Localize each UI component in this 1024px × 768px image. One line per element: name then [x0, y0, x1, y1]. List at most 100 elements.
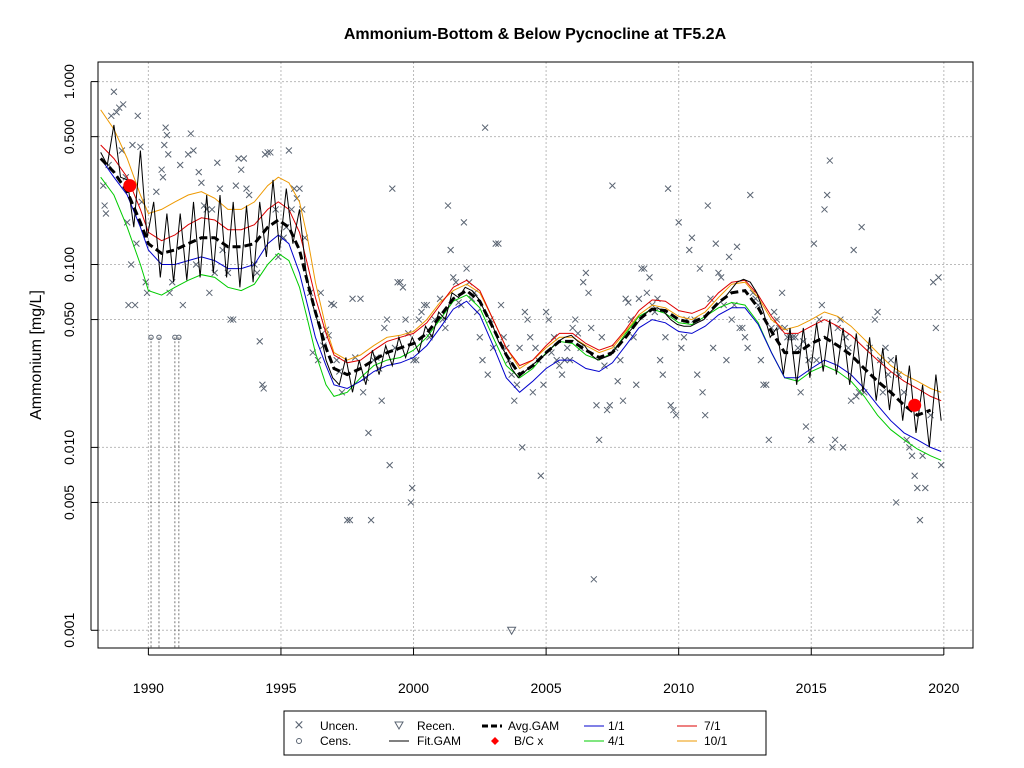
legend-cross-icon: ×: [294, 718, 305, 733]
uncensored-point: [137, 143, 144, 151]
uncensored-point: [728, 316, 736, 323]
uncensored-point: [709, 344, 717, 352]
uncensored-point: [125, 301, 132, 309]
uncensored-point: [343, 516, 351, 524]
uncensored-point: [736, 324, 744, 332]
uncensored-point: [937, 461, 945, 469]
y-axis-label: Ammonium [mg/L]: [28, 290, 45, 420]
uncensored-point: [850, 246, 858, 254]
uncensored-point: [579, 278, 587, 286]
uncensored-point: [516, 344, 523, 352]
uncensored-point: [810, 240, 818, 248]
uncensored-point: [606, 401, 614, 409]
uncensored-point: [569, 324, 576, 332]
uncensored-point: [415, 316, 423, 323]
legend-label-recen: Recen.: [417, 719, 455, 733]
uncensored-point: [855, 388, 863, 396]
uncensored-point: [699, 388, 706, 396]
uncensored-point: [285, 147, 293, 154]
uncensored-point: [198, 179, 205, 187]
uncensored-point: [879, 388, 887, 396]
uncensored-point: [823, 191, 831, 199]
uncensored-point: [852, 393, 860, 400]
uncensored-point: [420, 301, 428, 309]
uncensored-point: [805, 356, 812, 364]
uncensored-point: [598, 333, 606, 341]
censored-intervals: [150, 337, 180, 648]
uncensored-point: [529, 388, 537, 396]
uncensored-point: [521, 308, 529, 316]
uncensored-point: [662, 333, 669, 341]
uncensored-point: [929, 278, 937, 286]
uncensored-point: [550, 333, 558, 341]
uncensored-point: [622, 295, 630, 303]
legend-label-m4: 4/1: [608, 734, 625, 748]
uncensored-point: [243, 185, 250, 192]
uncensored-point: [595, 436, 603, 444]
uncensored-point: [704, 202, 712, 209]
uncensored-point: [176, 161, 184, 169]
censored-point: [148, 334, 154, 340]
legend-label-bc: B/C x: [514, 734, 543, 748]
uncensored-point: [892, 499, 900, 506]
uncensored-point: [765, 436, 773, 444]
uncensored-point: [542, 308, 550, 316]
uncensored-point: [158, 166, 165, 174]
censored-point: [176, 334, 182, 340]
uncensored-point: [386, 461, 394, 469]
uncensored-point: [179, 301, 187, 309]
uncensored-point: [643, 289, 651, 297]
uncensored-point: [876, 356, 884, 364]
uncensored-point: [627, 316, 635, 323]
uncensored-point: [619, 397, 627, 405]
series-line-avg-gam: [99, 157, 932, 417]
uncensored-point: [260, 385, 268, 392]
uncensored-point: [190, 147, 197, 154]
uncensored-point: [741, 333, 749, 341]
uncensored-point: [656, 356, 664, 364]
legend-label-fitgam: Fit.GAM: [417, 734, 461, 748]
y-tick-label: 0.001: [61, 613, 77, 648]
legend-label-avggam: Avg.GAM: [508, 719, 559, 733]
uncensored-point: [738, 324, 746, 332]
plot-frame: [97, 61, 974, 649]
legend: × Uncen. Cens. Recen. Fit.GAM Avg.GAM B/…: [283, 710, 767, 756]
recensored-point: [506, 626, 517, 636]
series-lines: [99, 109, 942, 461]
uncensored-point: [664, 185, 672, 192]
series-line-4-1: [100, 176, 942, 461]
x-tick-label: 2015: [796, 680, 827, 696]
uncensored-point: [563, 344, 571, 352]
uncensored-point: [831, 436, 839, 444]
uncensored-point: [510, 397, 518, 405]
uncensored-point: [757, 356, 765, 364]
uncensored-point: [184, 151, 192, 158]
uncensored-point: [746, 191, 754, 199]
uncensored-point: [932, 324, 940, 332]
legend-item-bc: B/C x: [491, 734, 543, 748]
chart-title: Ammonium-Bottom & Below Pycnocline at TF…: [344, 26, 727, 43]
uncensored-point: [381, 324, 388, 332]
uncensored-point: [720, 301, 728, 309]
uncensored-point: [616, 356, 624, 364]
uncensored-point: [192, 261, 200, 268]
data-points: [99, 88, 945, 636]
uncensored-point: [394, 278, 401, 286]
uncensored-point: [715, 269, 722, 277]
y-tick-label: 1.000: [61, 64, 77, 99]
uncensored-point: [744, 344, 751, 352]
legend-item-m10: 10/1: [677, 734, 728, 748]
legend-box: [283, 710, 767, 756]
uncensored-point: [162, 124, 169, 132]
uncensored-point: [492, 240, 500, 248]
bc-point: [123, 179, 137, 193]
legend-item-m7: 7/1: [677, 719, 721, 733]
uncensored-point: [266, 149, 274, 156]
uncensored-point: [701, 411, 709, 419]
x-tick-label: 1990: [133, 680, 164, 696]
uncensored-point: [762, 381, 770, 389]
uncensored-point: [670, 406, 677, 414]
x-tick-label: 2010: [663, 680, 694, 696]
uncensored-point: [781, 324, 789, 332]
uncensored-point: [640, 265, 648, 272]
